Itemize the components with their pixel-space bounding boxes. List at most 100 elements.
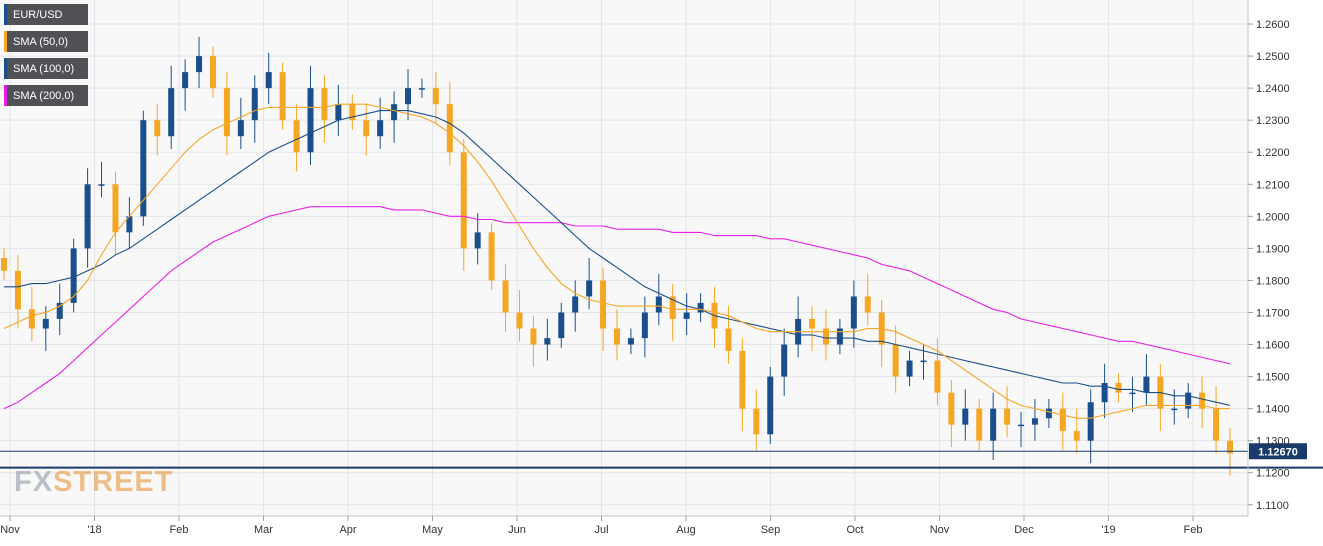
candle-up <box>683 293 690 335</box>
candle-body <box>586 280 593 297</box>
candle-down <box>349 94 356 130</box>
candle-down <box>154 104 161 156</box>
fxstreet-logo: FXSTREET <box>14 466 173 499</box>
candle-body <box>516 312 523 329</box>
legend-swatch <box>4 58 7 79</box>
candle-down <box>530 315 537 367</box>
candle-body <box>627 338 634 345</box>
x-tick-label: '19 <box>1101 524 1115 536</box>
candle-up <box>474 213 481 265</box>
candle-body <box>154 120 161 137</box>
candle-down <box>822 309 829 361</box>
legend-item-eurusd[interactable]: EUR/USD <box>4 4 88 25</box>
candle-body <box>962 408 969 425</box>
candle-body <box>321 88 328 121</box>
y-tick-label: 1.1600 <box>1256 340 1290 352</box>
candle-up <box>56 283 63 335</box>
candle-up <box>335 84 342 137</box>
candle-down <box>502 264 509 332</box>
x-tick-label: Apr <box>339 524 356 536</box>
candle-down <box>1115 373 1122 403</box>
candle-down <box>363 104 370 156</box>
y-tick-label: 1.1200 <box>1256 468 1290 480</box>
current-price-tag <box>1249 443 1307 460</box>
candle-body <box>544 338 551 345</box>
candle-body <box>1073 431 1080 441</box>
candle-up <box>84 168 91 268</box>
candle-down <box>321 75 328 143</box>
moving-averages <box>3 103 1231 419</box>
candle-up <box>655 274 662 326</box>
candle-body <box>335 104 342 121</box>
candle-up <box>990 392 997 460</box>
candle-down <box>948 379 955 448</box>
candle-body <box>530 328 537 345</box>
candle-up <box>98 161 105 198</box>
y-tick-label: 1.2200 <box>1256 147 1290 159</box>
candle-body <box>28 309 35 329</box>
candle-up <box>962 389 969 441</box>
candle-body <box>377 120 384 137</box>
legend-swatch <box>4 31 7 52</box>
legend-label: SMA (50,0) <box>13 35 69 48</box>
candle-up <box>126 197 133 249</box>
candle-body <box>140 120 147 217</box>
candle-down <box>892 325 899 393</box>
x-tick-label: Nov <box>930 524 950 536</box>
candle-down <box>669 283 676 342</box>
candle-body <box>209 56 216 89</box>
candle-body <box>614 328 620 345</box>
candle-up <box>307 65 314 166</box>
logo-part1: FX <box>14 466 54 498</box>
candle-down <box>809 306 816 351</box>
candle-up <box>1031 399 1038 441</box>
candle-down <box>864 274 871 326</box>
candle-body <box>1031 418 1038 425</box>
candle-up <box>1185 382 1192 419</box>
candle-down <box>112 171 119 255</box>
candle-body <box>112 184 119 233</box>
candle-body <box>432 88 439 105</box>
candle-up <box>42 306 49 351</box>
legend-item-sma50[interactable]: SMA (50,0) <box>4 31 88 52</box>
candle-body <box>168 88 175 137</box>
candle-down <box>1199 376 1206 428</box>
x-tick-label: Feb <box>1184 524 1203 536</box>
candle-body <box>84 184 91 249</box>
candle-body <box>655 296 662 313</box>
legend: EUR/USD SMA (50,0) SMA (100,0) SMA (200,… <box>4 4 88 112</box>
candle-up <box>237 97 244 150</box>
candle-body <box>418 88 425 90</box>
candle-down <box>279 62 286 130</box>
candle-body <box>126 216 133 233</box>
y-tick-label: 1.2100 <box>1256 179 1290 191</box>
candle-body <box>14 270 21 310</box>
legend-item-sma100[interactable]: SMA (100,0) <box>4 58 88 79</box>
candle-body <box>391 104 398 121</box>
candle-body <box>948 392 955 425</box>
candle-down <box>488 222 495 291</box>
candle-body <box>990 408 997 441</box>
candle-down <box>209 46 216 98</box>
candle-body <box>42 318 49 329</box>
candle-up <box>1018 411 1025 448</box>
candle-body <box>934 360 941 393</box>
candle-down <box>28 286 35 342</box>
x-tick-label: Nov <box>0 524 20 536</box>
current-price-label: 1.12670 <box>1258 446 1298 458</box>
legend-item-sma200[interactable]: SMA (200,0) <box>4 85 88 106</box>
candle-down <box>600 267 607 351</box>
candle-body <box>781 344 788 377</box>
candle-down <box>1073 408 1080 454</box>
candle-up <box>767 366 774 444</box>
y-tick-label: 1.1100 <box>1256 500 1289 512</box>
candle-body <box>753 408 760 435</box>
candle-up <box>697 293 704 323</box>
candle-body <box>683 312 690 319</box>
x-tick-label: Jul <box>594 524 608 536</box>
candle-body <box>363 120 370 137</box>
candle-body <box>864 296 871 313</box>
candle-body <box>223 88 230 137</box>
candle-down <box>1 248 7 281</box>
candle-body <box>446 104 453 153</box>
